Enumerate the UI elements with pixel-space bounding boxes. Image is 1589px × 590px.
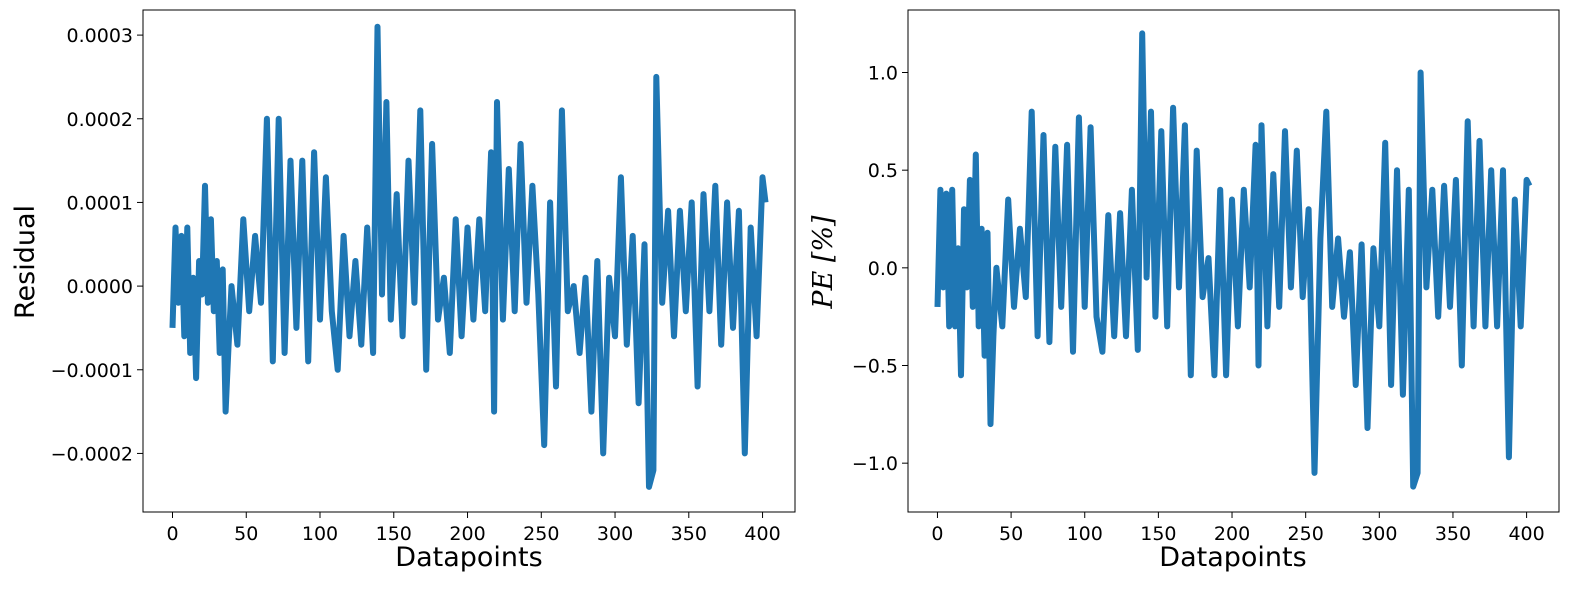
residual-y-tick-label: 0.0000 [67, 276, 133, 298]
pe-x-tick-label: 400 [1508, 523, 1544, 545]
residual-x-axis-label: Datapoints [395, 542, 542, 573]
residual-x-tick-label: 100 [302, 523, 338, 545]
pe-y-tick-label: 0.5 [868, 160, 898, 182]
residual-y-tick-label: 0.0002 [67, 109, 133, 131]
pe-x-tick-label: 0 [931, 523, 943, 545]
pe-x-tick-label: 200 [1214, 523, 1250, 545]
residual-y-ticks: −0.0002 −0.0001 0.0000 0.0001 0.0002 0.0003 [51, 25, 143, 465]
residual-x-tick-label: 250 [523, 523, 559, 545]
pe-y-tick-label: 0.0 [868, 258, 898, 280]
pe-y-axis-label: PE [%] [808, 215, 839, 310]
residual-x-tick-label: 0 [166, 523, 178, 545]
pe-x-tick-label: 250 [1288, 523, 1324, 545]
residual-chart: 0 50 100 150 200 250 300 350 400 −0.0002 −0.0001 0… [10, 9, 796, 573]
pe-series-group [934, 30, 1533, 490]
pe-chart: 0 50 100 150 200 250 300 350 400 −1.0 −0.5 0.0 0.5 1… [808, 9, 1560, 573]
residual-y-tick-label: 0.0003 [67, 25, 133, 47]
pe-x-axis-label: Datapoints [1159, 542, 1306, 573]
residual-x-tick-label: 150 [376, 523, 412, 545]
pe-x-tick-label: 150 [1140, 523, 1176, 545]
pe-y-tick-label: 1.0 [868, 63, 898, 85]
residual-y-tick-label: −0.0001 [51, 360, 133, 382]
residual-x-tick-label: 350 [671, 523, 707, 545]
residual-y-tick-label: −0.0002 [51, 443, 133, 465]
residual-y-axis-label: Residual [10, 205, 41, 319]
pe-x-ticks: 0 50 100 150 200 250 300 350 400 [931, 512, 1545, 545]
pe-x-tick-label: 50 [999, 523, 1023, 545]
residual-x-tick-label: 300 [597, 523, 633, 545]
pe-x-tick-label: 100 [1067, 523, 1103, 545]
pe-series-line [934, 30, 1533, 490]
residual-x-tick-label: 400 [744, 523, 780, 545]
pe-x-tick-label: 300 [1361, 523, 1397, 545]
pe-y-tick-label: −0.5 [852, 356, 898, 378]
residual-x-tick-label: 50 [234, 523, 258, 545]
residual-x-ticks: 0 50 100 150 200 250 300 350 400 [166, 512, 781, 545]
residual-series-line [169, 23, 769, 490]
pe-x-tick-label: 350 [1435, 523, 1471, 545]
residual-y-tick-label: 0.0001 [67, 192, 133, 214]
pe-y-tick-label: −1.0 [852, 453, 898, 475]
residual-x-tick-label: 200 [449, 523, 485, 545]
pe-y-ticks: −1.0 −0.5 0.0 0.5 1.0 [852, 63, 908, 475]
residual-series-group [169, 23, 769, 490]
